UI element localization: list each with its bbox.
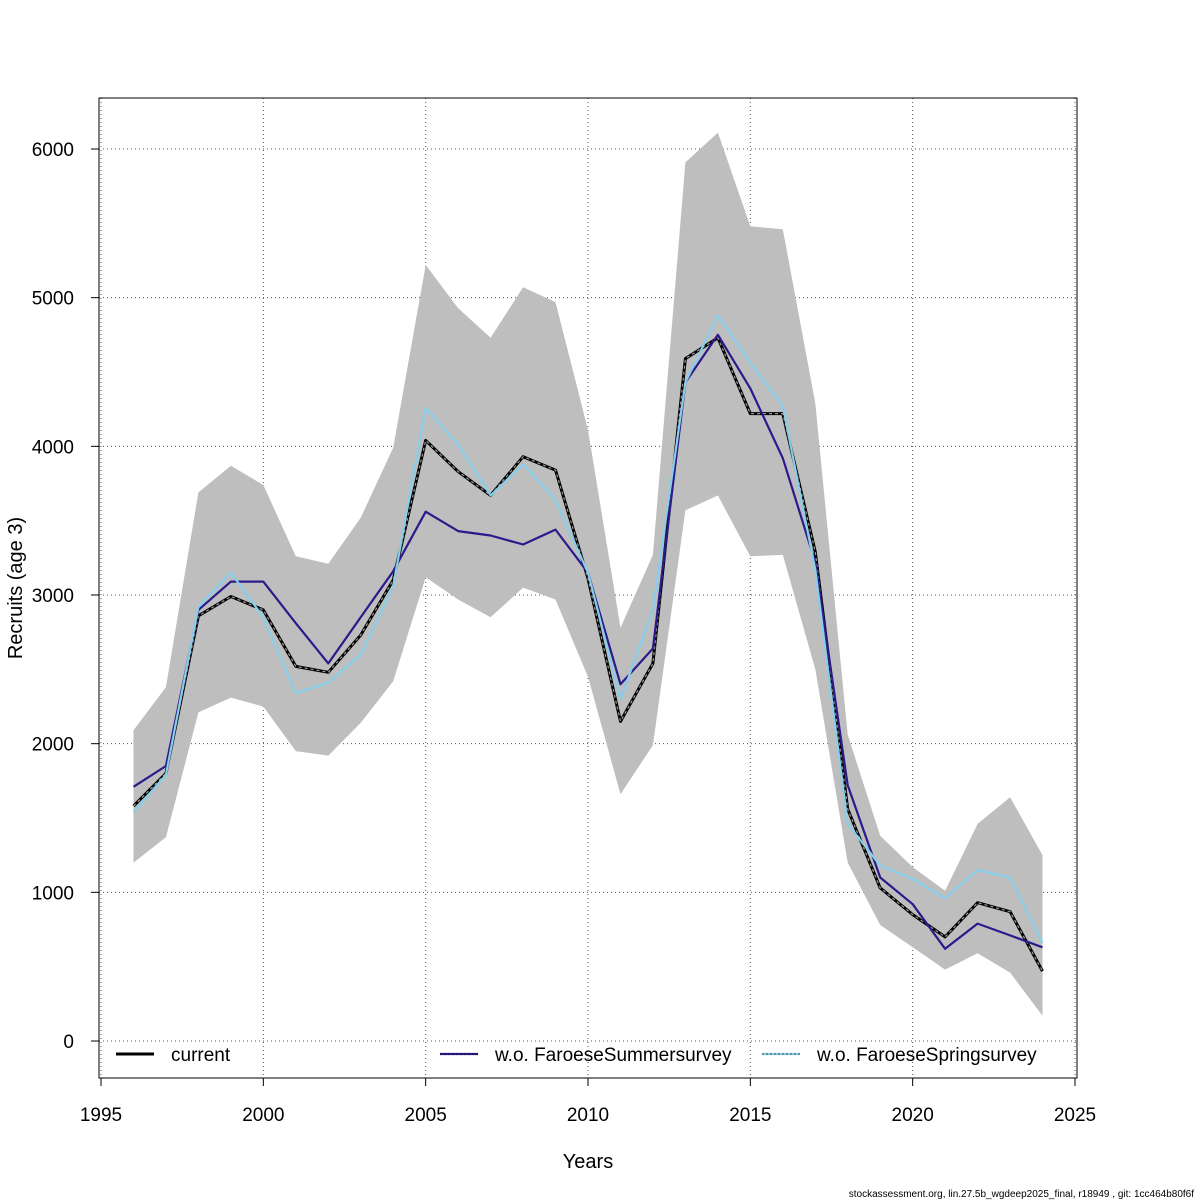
- y-axis: 0 1000 2000 3000 4000 5000 6000: [32, 140, 100, 1053]
- x-tick-label-1995: 1995: [80, 1105, 122, 1126]
- footer-note: stockassessment.org, lin.27.5b_wgdeep202…: [849, 1189, 1194, 1200]
- x-axis-title: Years: [563, 1151, 613, 1173]
- x-axis: 1995 2000 2005 2010 2015 2020 2025: [80, 1077, 1096, 1126]
- y-axis-title: Recruits (age 3): [5, 517, 27, 659]
- legend-label-2: w.o. FaroeseSpringsurvey: [816, 1045, 1037, 1066]
- series-line-0-dash-overlay: [133, 337, 1044, 972]
- x-tick-label-2025: 2025: [1054, 1105, 1096, 1126]
- y-tick-label-3000: 3000: [32, 586, 74, 607]
- series-line-2: [132, 314, 1044, 944]
- y-tick-label-1000: 1000: [32, 883, 74, 904]
- x-tick-label-2015: 2015: [729, 1105, 771, 1126]
- x-tick-label-2010: 2010: [567, 1105, 609, 1126]
- legend-label-0: current: [171, 1045, 231, 1066]
- series-layer: [132, 314, 1044, 972]
- legend-label-1: w.o. FaroeseSummersurvey: [494, 1045, 732, 1066]
- x-tick-label-2005: 2005: [405, 1105, 447, 1126]
- x-tick-label-2020: 2020: [892, 1105, 934, 1126]
- legend: current w.o. FaroeseSummersurvey w.o. Faro…: [116, 1045, 1037, 1066]
- y-tick-label-2000: 2000: [32, 735, 74, 756]
- y-tick-label-4000: 4000: [32, 437, 74, 458]
- y-tick-label-5000: 5000: [32, 289, 74, 310]
- x-tick-label-2000: 2000: [242, 1105, 284, 1126]
- y-tick-label-6000: 6000: [32, 140, 74, 161]
- y-tick-label-0: 0: [63, 1032, 74, 1053]
